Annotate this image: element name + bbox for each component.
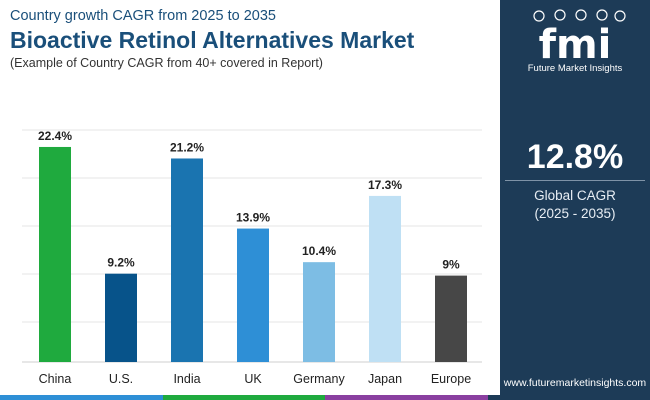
- value-label: 21.2%: [170, 140, 204, 154]
- gridlines: [22, 129, 482, 323]
- tick-label: U.S.: [109, 372, 133, 386]
- divider: [505, 180, 645, 181]
- tick-label: Europe: [431, 372, 471, 386]
- side-panel: fmi Future Market Insights 12.8% Global …: [500, 0, 650, 400]
- bottom-color-strip: [0, 395, 650, 400]
- global-cagr-label: Global CAGR: [534, 188, 616, 203]
- header: Country growth CAGR from 2025 to 2035 Bi…: [0, 0, 490, 80]
- bar-uk: [237, 228, 269, 362]
- tick-label: Germany: [293, 372, 345, 386]
- value-label: 13.9%: [236, 211, 270, 225]
- strip-segment: [487, 395, 650, 400]
- tick-label: UK: [244, 372, 262, 386]
- bar-europe: [435, 275, 467, 362]
- tick-labels: China U.S. India UK Germany Japan Europe: [39, 372, 472, 386]
- chart-subtitle: Country growth CAGR from 2025 to 2035: [10, 8, 276, 24]
- logo-icons: [533, 9, 626, 22]
- value-labels: 22.4% 9.2% 21.2% 13.9% 10.4% 17.3% 9%: [38, 129, 460, 272]
- logo-caption: Future Market Insights: [528, 63, 623, 74]
- value-label: 9%: [442, 258, 460, 272]
- tick-label: China: [39, 372, 72, 386]
- value-label: 22.4%: [38, 129, 72, 143]
- website-link[interactable]: www.futuremarketinsights.com: [503, 377, 647, 389]
- fmi-logo: fmi Future Market Insights: [528, 9, 626, 74]
- strip-segment: [0, 395, 163, 400]
- strip-segment: [162, 395, 325, 400]
- logo-wordmark: fmi: [539, 22, 612, 68]
- global-cagr-value: 12.8%: [526, 138, 624, 176]
- page-title: Bioactive Retinol Alternatives Market: [10, 27, 415, 53]
- value-label: 10.4%: [302, 244, 336, 258]
- bar-us: [105, 273, 137, 362]
- bars: [39, 146, 467, 362]
- example-note: (Example of Country CAGR from 40+ covere…: [10, 56, 323, 70]
- strip-segment: [325, 395, 488, 400]
- bar-china: [39, 146, 71, 362]
- tick-label: India: [173, 372, 200, 386]
- value-label: 9.2%: [107, 256, 135, 270]
- bar-india: [171, 158, 203, 362]
- bar-japan: [369, 195, 401, 362]
- value-label: 17.3%: [368, 178, 402, 192]
- global-cagr-years: (2025 - 2035): [534, 206, 616, 221]
- tick-label: Japan: [368, 372, 402, 386]
- bar-germany: [303, 262, 335, 362]
- bar-chart: 22.4% 9.2% 21.2% 13.9% 10.4% 17.3% 9% China U.S…: [22, 129, 482, 386]
